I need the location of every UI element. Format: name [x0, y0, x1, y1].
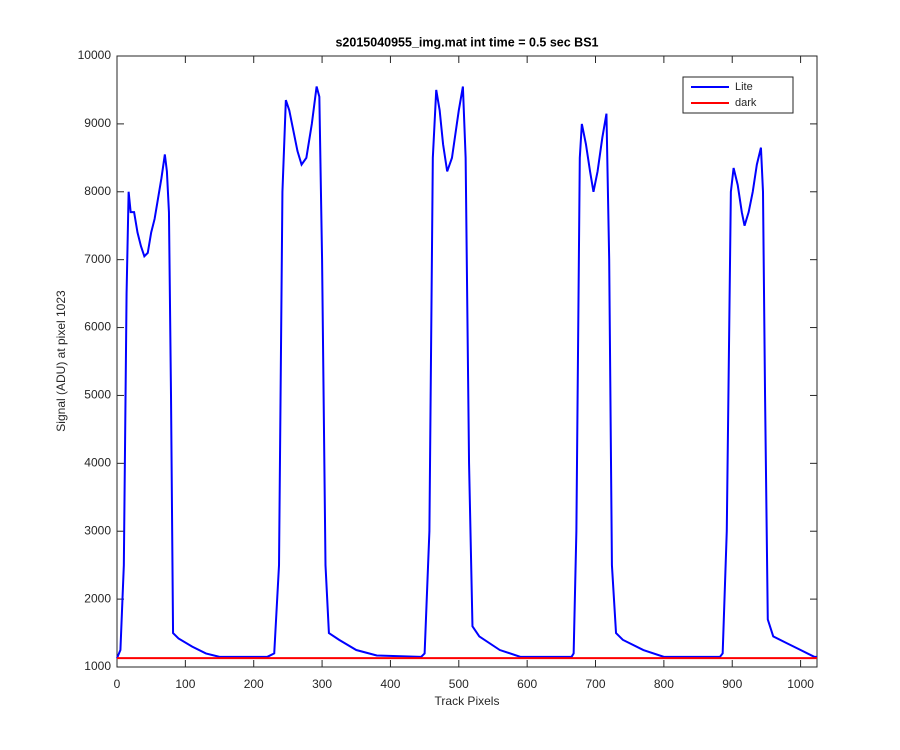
x-tick-label: 400 — [380, 677, 400, 691]
x-tick-label: 800 — [654, 677, 674, 691]
x-tick-label: 200 — [244, 677, 264, 691]
x-tick-label: 900 — [722, 677, 742, 691]
y-tick-label: 3000 — [84, 523, 111, 537]
series-line — [116, 86, 817, 659]
x-tick-label: 100 — [175, 677, 195, 691]
y-tick-label: 4000 — [84, 456, 111, 470]
legend-label: dark — [735, 97, 757, 109]
y-tick-label: 9000 — [84, 116, 111, 130]
y-tick-label: 2000 — [84, 591, 111, 605]
y-tick-label: 6000 — [84, 320, 111, 334]
x-tick-label: 600 — [517, 677, 537, 691]
y-tick-label: 7000 — [84, 252, 111, 266]
chart-title: s2015040955_img.mat int time = 0.5 sec B… — [335, 35, 598, 49]
y-tick-label: 5000 — [84, 388, 111, 402]
x-tick-label: 300 — [312, 677, 332, 691]
legend-box — [682, 76, 794, 114]
y-tick-label: 8000 — [84, 184, 111, 198]
y-tick-label: 1000 — [84, 659, 111, 673]
x-tick-label: 500 — [449, 677, 469, 691]
x-axis-label: Track Pixels — [435, 694, 500, 708]
y-tick-label: 10000 — [78, 48, 112, 62]
x-tick-label: 700 — [586, 677, 606, 691]
legend-label: Lite — [735, 81, 753, 93]
x-tick-label: 1000 — [787, 677, 814, 691]
y-axis-label: Signal (ADU) at pixel 1023 — [54, 290, 68, 432]
x-tick-label: 0 — [114, 677, 121, 691]
